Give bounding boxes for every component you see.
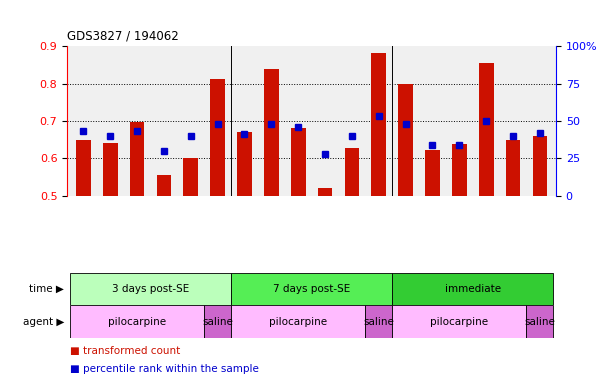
Text: 3 days post-SE: 3 days post-SE — [112, 284, 189, 294]
Text: saline: saline — [524, 316, 555, 327]
Text: ■ percentile rank within the sample: ■ percentile rank within the sample — [70, 364, 259, 374]
Text: pilocarpine: pilocarpine — [430, 316, 488, 327]
Text: immediate: immediate — [445, 284, 501, 294]
Text: saline: saline — [364, 316, 394, 327]
Bar — [392, 305, 527, 338]
Text: pilocarpine: pilocarpine — [269, 316, 327, 327]
Bar — [506, 140, 521, 196]
Bar — [70, 305, 204, 338]
Bar — [70, 273, 231, 305]
Text: agent ▶: agent ▶ — [23, 316, 64, 327]
Bar — [527, 305, 554, 338]
Bar — [318, 188, 332, 196]
Bar — [371, 53, 386, 196]
Bar — [231, 305, 365, 338]
Bar — [291, 128, 306, 196]
Bar — [398, 83, 413, 196]
Text: 7 days post-SE: 7 days post-SE — [273, 284, 350, 294]
Bar — [345, 148, 359, 196]
Text: GDS3827 / 194062: GDS3827 / 194062 — [67, 29, 179, 42]
Text: pilocarpine: pilocarpine — [108, 316, 166, 327]
Bar — [130, 122, 144, 196]
Text: time ▶: time ▶ — [29, 284, 64, 294]
Bar — [204, 305, 231, 338]
Text: saline: saline — [202, 316, 233, 327]
Bar — [210, 79, 225, 196]
Bar — [452, 144, 467, 196]
Bar — [392, 273, 554, 305]
Bar — [76, 141, 90, 196]
Text: ■ transformed count: ■ transformed count — [70, 346, 180, 356]
Bar — [231, 273, 392, 305]
Bar — [425, 150, 440, 196]
Bar — [183, 158, 198, 196]
Bar — [264, 69, 279, 196]
Bar — [103, 143, 117, 196]
Bar — [533, 136, 547, 196]
Bar — [156, 175, 171, 196]
Bar — [365, 305, 392, 338]
Bar — [479, 63, 494, 196]
Bar — [237, 132, 252, 196]
